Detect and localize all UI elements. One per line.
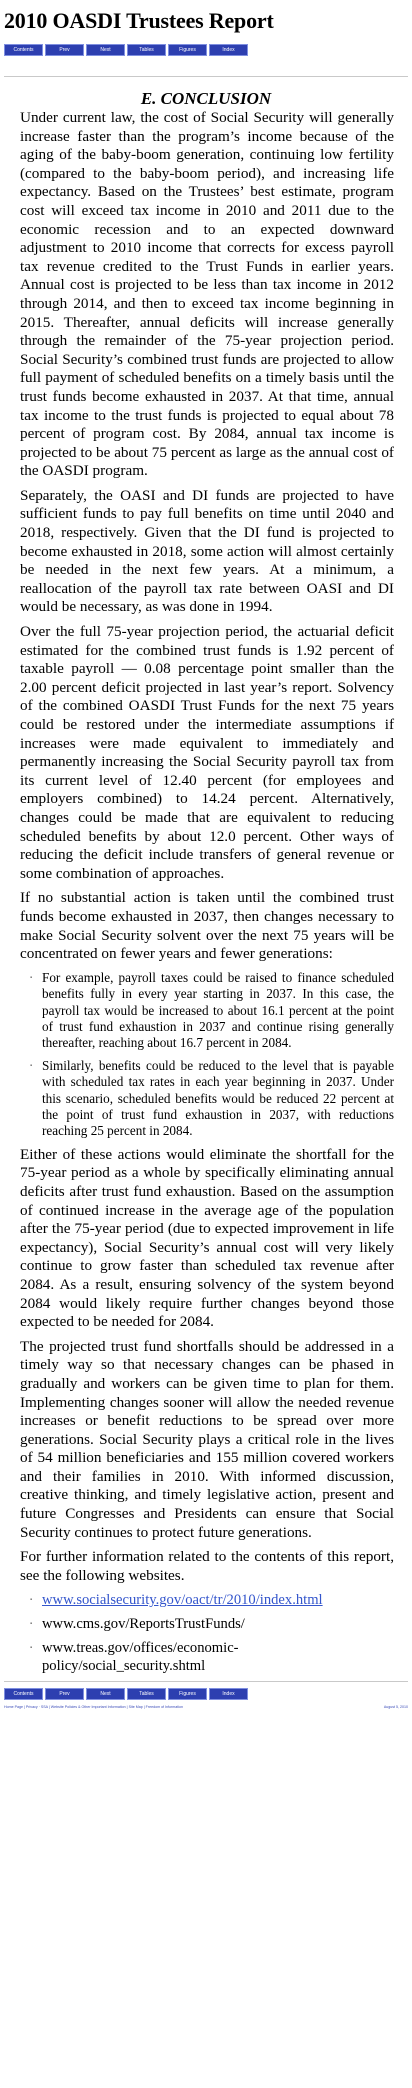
bullet-item: For example, payroll taxes could be rais… xyxy=(30,970,394,1052)
nav-index-button[interactable]: Index xyxy=(209,1688,248,1701)
link-item: www.treas.gov/offices/economic-policy/so… xyxy=(30,1639,394,1675)
bullet-item: Similarly, benefits could be reduced to … xyxy=(30,1058,394,1140)
link-item: www.socialsecurity.gov/oact/tr/2010/inde… xyxy=(30,1591,394,1609)
paragraph: For further information related to the c… xyxy=(20,1548,394,1584)
page-header: 2010 OASDI Trustees Report Contents Prev… xyxy=(0,0,412,56)
ssa-trustees-link[interactable]: www.socialsecurity.gov/oact/tr/2010/inde… xyxy=(42,1592,323,1609)
nav-prev-button[interactable]: Prev xyxy=(45,1688,84,1701)
header-divider xyxy=(4,76,408,77)
page-footer: Contents Prev Next Tables Figures Index … xyxy=(0,1682,412,1709)
paragraph: Either of these actions would eliminate … xyxy=(20,1145,394,1331)
paragraph: Over the full 75-year projection period,… xyxy=(20,623,394,882)
nav-next-button[interactable]: Next xyxy=(86,1688,125,1701)
footer-links[interactable]: Home Page | Privacy · SSA | Website Poli… xyxy=(4,1705,184,1710)
paragraph: Separately, the OASI and DI funds are pr… xyxy=(20,486,394,616)
link-item: www.cms.gov/ReportsTrustFunds/ xyxy=(30,1615,394,1633)
paragraph: Under current law, the cost of Social Se… xyxy=(20,109,394,480)
footer-line: Home Page | Privacy · SSA | Website Poli… xyxy=(4,1705,408,1709)
section-title: E. CONCLUSION xyxy=(140,89,272,108)
nav-tables-button[interactable]: Tables xyxy=(127,1688,166,1701)
nav-index-button[interactable]: Index xyxy=(209,44,248,56)
nav-contents-button[interactable]: Contents xyxy=(4,44,43,56)
link-list: www.socialsecurity.gov/oact/tr/2010/inde… xyxy=(20,1591,394,1675)
paragraph: The projected trust fund shortfalls shou… xyxy=(20,1337,394,1541)
nav-next-button[interactable]: Next xyxy=(86,44,125,56)
nav-contents-button[interactable]: Contents xyxy=(4,1688,43,1701)
nav-prev-button[interactable]: Prev xyxy=(45,44,84,56)
main-content: Under current law, the cost of Social Se… xyxy=(0,109,412,1675)
nav-figures-button[interactable]: Figures xyxy=(168,1688,207,1701)
nav-figures-button[interactable]: Figures xyxy=(168,44,207,56)
bullet-list: For example, payroll taxes could be rais… xyxy=(20,970,394,1140)
nav-tables-button[interactable]: Tables xyxy=(127,44,166,56)
paragraph: If no substantial action is taken until … xyxy=(20,889,394,963)
report-title: 2010 OASDI Trustees Report xyxy=(4,8,274,33)
bottom-nav: Contents Prev Next Tables Figures Index xyxy=(4,1688,408,1701)
top-nav: Contents Prev Next Tables Figures Index xyxy=(4,44,408,56)
footer-divider xyxy=(4,1681,408,1683)
footer-date: August 5, 2010 xyxy=(383,1705,408,1710)
